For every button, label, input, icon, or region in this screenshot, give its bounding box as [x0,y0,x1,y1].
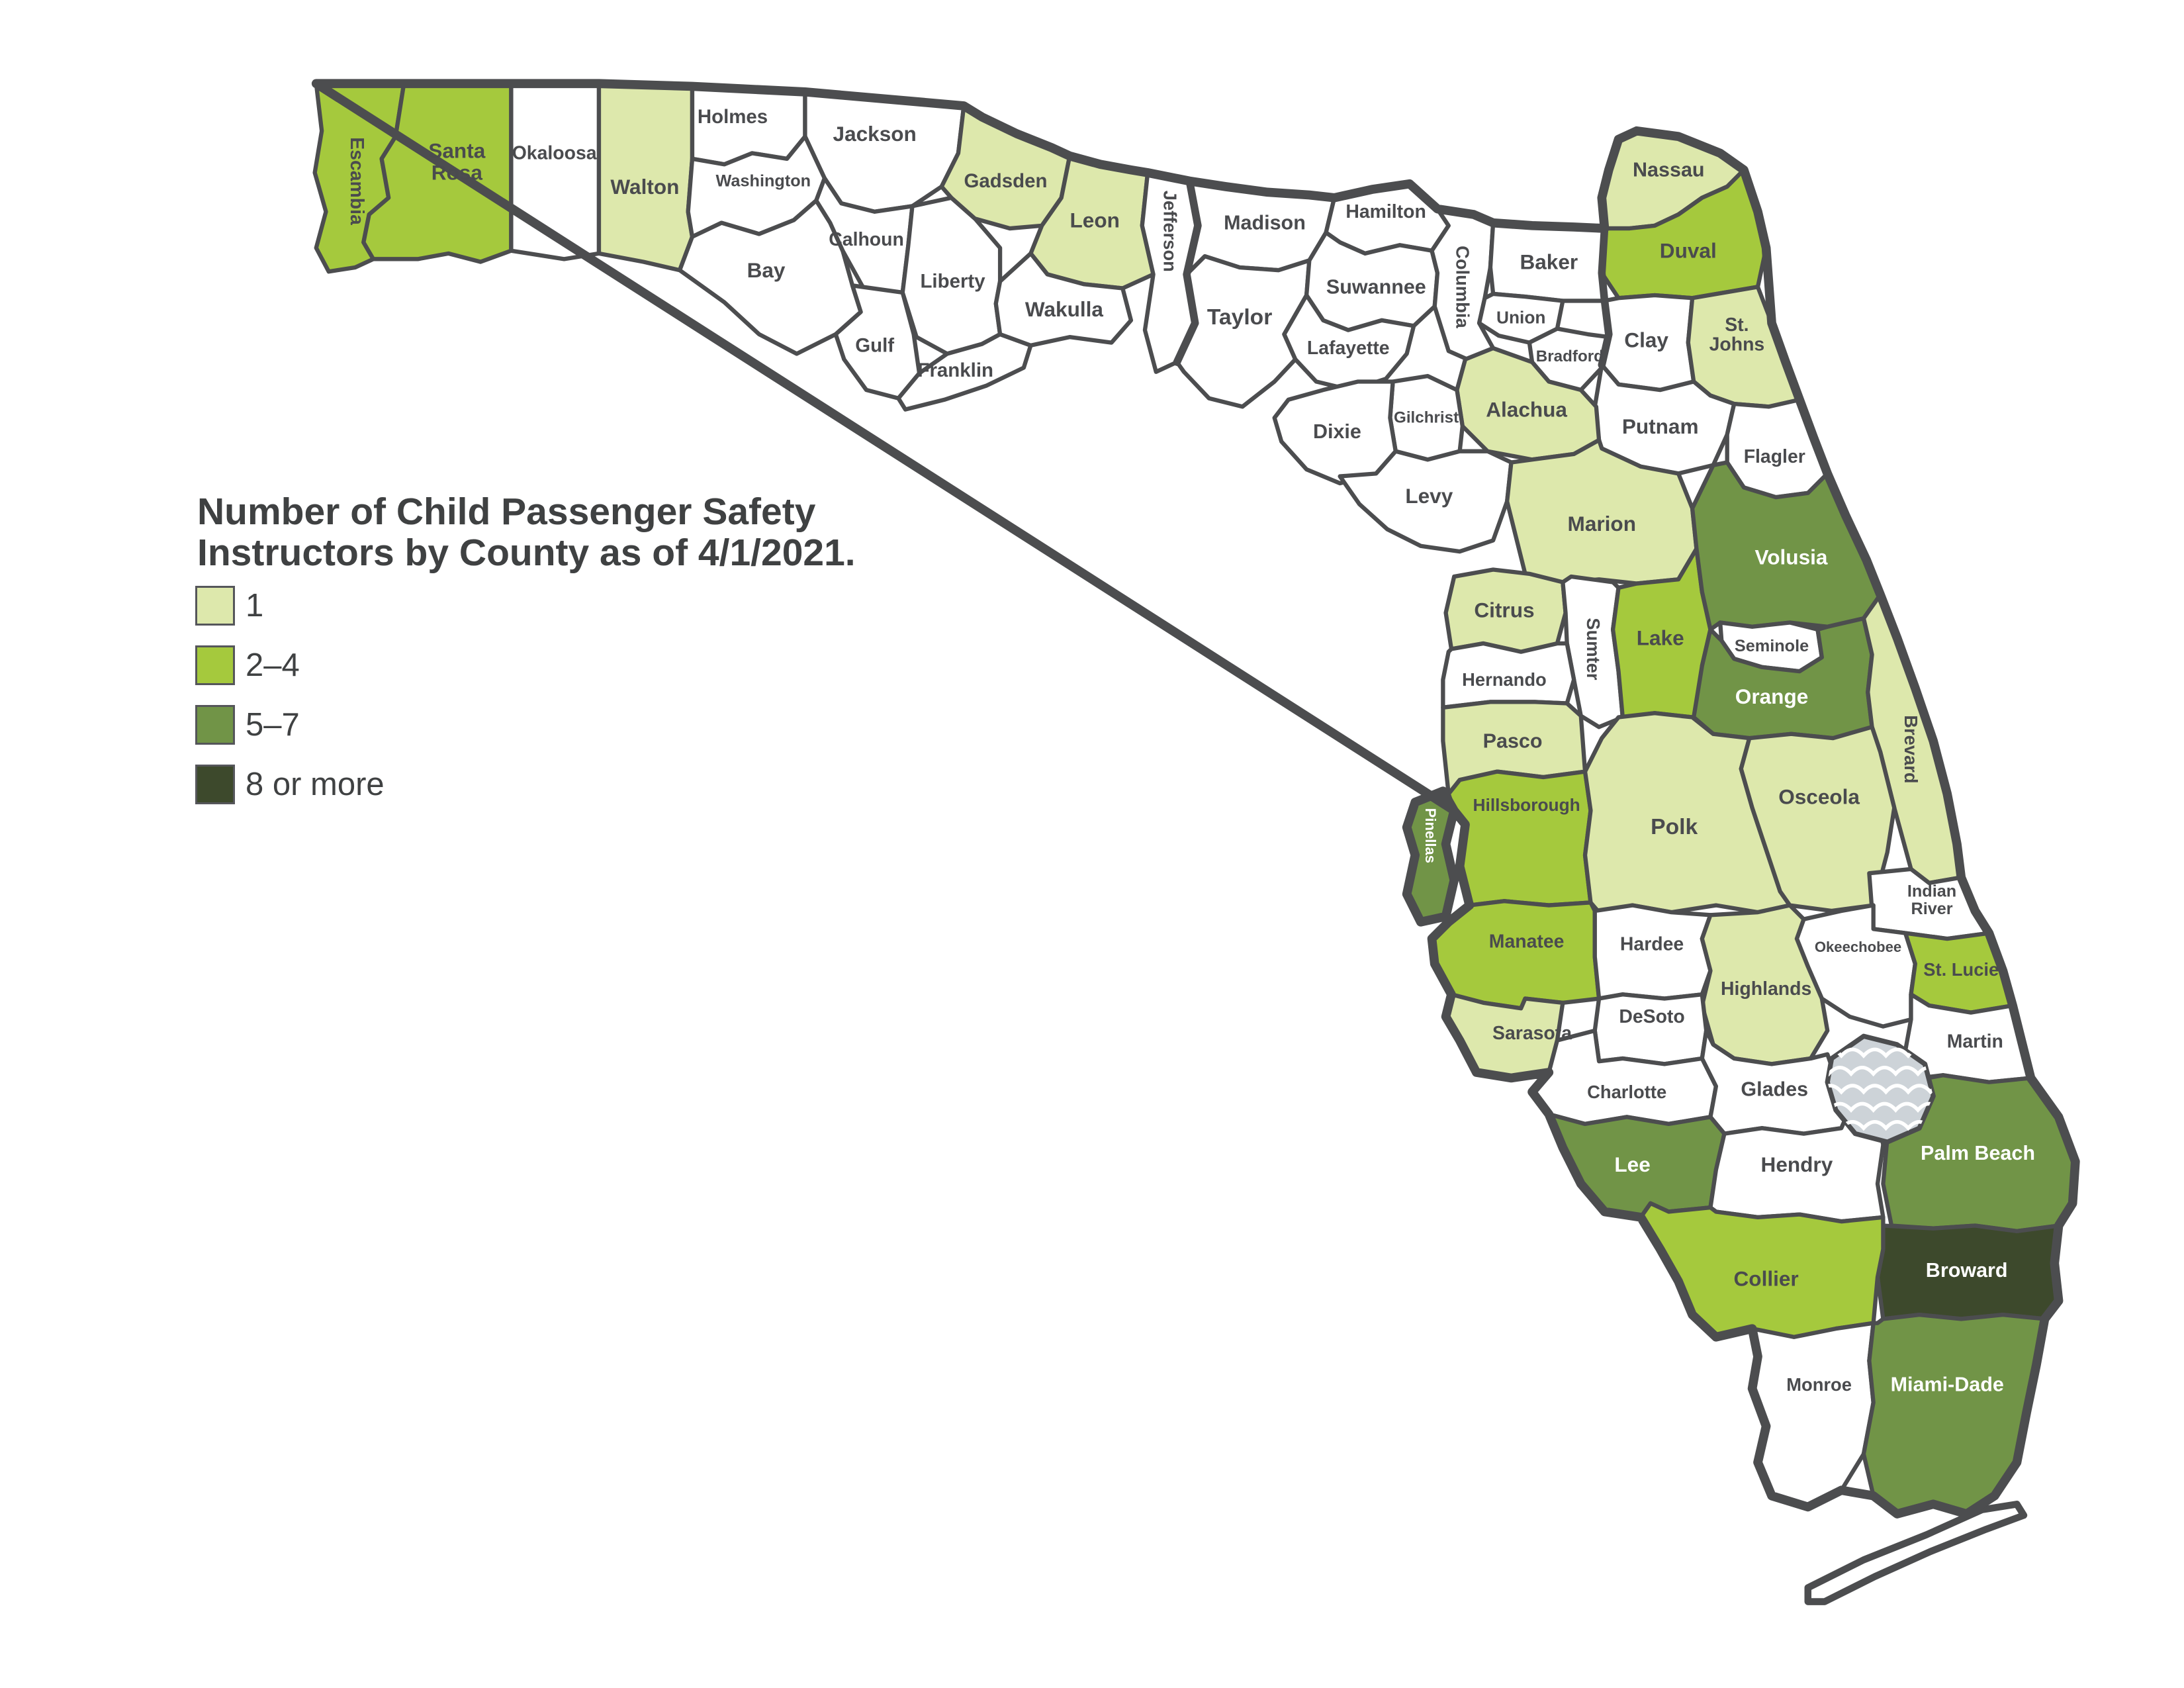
county-label-seminole: Seminole [1735,637,1809,655]
county-label-jackson: Jackson [833,122,917,146]
county-label-marion: Marion [1568,512,1636,536]
county-label-liberty: Liberty [920,271,985,293]
county-label-pinellas: Pinellas [1422,808,1439,863]
county-label-pasco: Pasco [1483,729,1543,752]
county-monroe [1750,1321,1876,1509]
legend-swatch-1 [195,586,235,626]
county-label-desoto: DeSoto [1619,1006,1684,1027]
county-label-orange: Orange [1735,684,1808,708]
county-miami_dade [1861,1312,2047,1517]
county-label-franklin: Franklin [917,359,993,381]
county-label-martin: Martin [1947,1031,2003,1053]
county-label-flagler: Flagler [1744,446,1805,467]
county-label-st_johns: St. Johns [1709,314,1765,355]
county-label-leon: Leon [1070,208,1120,232]
county-label-bay: Bay [747,258,786,282]
county-label-nassau: Nassau [1633,159,1705,181]
county-label-lake: Lake [1637,626,1684,650]
county-label-washington: Washington [716,172,811,191]
map-title-line2: Instructors by County as of 4/1/2021. [197,532,856,575]
county-label-hillsborough: Hillsborough [1473,795,1580,815]
county-label-alachua: Alachua [1486,398,1567,422]
district-boundary-northeast [1598,224,1613,369]
county-label-jefferson: Jefferson [1160,191,1180,272]
legend-item-8-or-more: 8 or more [195,764,385,805]
county-label-okaloosa: Okaloosa [512,142,597,164]
county-label-indian_river: Indian River [1907,882,1956,919]
county-label-lee: Lee [1614,1152,1650,1176]
county-label-monroe: Monroe [1786,1374,1852,1395]
legend: 1 2–4 5–7 8 or more [195,585,385,823]
county-label-broward: Broward [1926,1259,2008,1282]
county-lafayette [1282,293,1416,393]
county-label-osceola: Osceola [1778,784,1860,808]
county-label-st_lucie: St. Lucie [1923,959,1999,980]
county-label-highlands: Highlands [1721,978,1811,1000]
county-label-citrus: Citrus [1474,598,1534,622]
legend-label-1: 1 [246,588,264,624]
county-highlands [1700,903,1830,1066]
district-boundary-west [1173,177,1202,366]
county-desoto [1592,992,1709,1066]
county-wakulla [993,251,1134,348]
county-label-walton: Walton [610,175,679,199]
county-label-brevard: Brevard [1901,715,1921,783]
legend-label-8-or-more: 8 or more [246,767,385,802]
county-label-lafayette: Lafayette [1307,338,1390,359]
legend-swatch-2-4 [195,645,235,685]
legend-label-2-4: 2–4 [246,647,300,683]
county-label-dixie: Dixie [1313,420,1361,443]
county-label-okeechobee: Okeechobee [1815,939,1901,955]
legend-swatch-8-or-more [195,765,235,804]
county-label-gulf: Gulf [855,334,894,356]
county-label-glades: Glades [1741,1078,1808,1100]
county-label-duval: Duval [1660,239,1717,263]
county-label-levy: Levy [1405,484,1453,508]
county-label-gadsden: Gadsden [964,170,1048,192]
legend-item-5-7: 5–7 [195,704,385,745]
county-label-taylor: Taylor [1207,305,1273,330]
county-label-clay: Clay [1624,328,1668,352]
county-label-madison: Madison [1224,212,1306,234]
county-label-hendry: Hendry [1761,1152,1833,1176]
legend-swatch-5-7 [195,705,235,745]
county-label-putnam: Putnam [1622,414,1699,438]
county-label-manatee: Manatee [1489,931,1565,952]
county-label-hernando: Hernando [1462,669,1547,690]
legend-item-2-4: 2–4 [195,645,385,686]
county-label-escambia: Escambia [346,137,367,225]
map-title: Number of Child Passenger Safety Instruc… [197,491,1024,573]
county-label-volusia: Volusia [1755,545,1828,569]
county-label-polk: Polk [1651,815,1698,839]
county-label-bradford: Bradford [1536,348,1604,365]
county-label-calhoun: Calhoun [829,229,904,250]
county-label-suwannee: Suwannee [1326,275,1426,298]
county-label-sumter: Sumter [1583,618,1604,680]
state-border [311,79,2080,1519]
county-label-wakulla: Wakulla [1025,297,1104,321]
county-label-hardee: Hardee [1620,933,1684,955]
county-label-gilchrist: Gilchrist [1394,409,1459,427]
county-label-santa_rosa: Santa Rosa [428,138,485,184]
county-label-palm_beach: Palm Beach [1921,1142,2035,1164]
county-label-sarasota: Sarasota [1492,1023,1572,1044]
wave-line [1827,1084,1934,1095]
county-label-baker: Baker [1520,250,1578,274]
florida-keys [1804,1501,2028,1605]
county-label-collier: Collier [1734,1266,1799,1290]
county-label-union: Union [1496,308,1546,328]
map-title-line1: Number of Child Passenger Safety [197,491,816,533]
legend-item-1: 1 [195,585,385,626]
county-label-hamilton: Hamilton [1345,201,1426,222]
county-hillsborough [1446,769,1593,908]
county-label-columbia: Columbia [1452,246,1473,328]
county-label-miami_dade: Miami-Dade [1891,1373,2004,1395]
county-label-charlotte: Charlotte [1587,1082,1666,1102]
county-label-holmes: Holmes [698,106,768,128]
legend-label-5-7: 5–7 [246,707,300,743]
